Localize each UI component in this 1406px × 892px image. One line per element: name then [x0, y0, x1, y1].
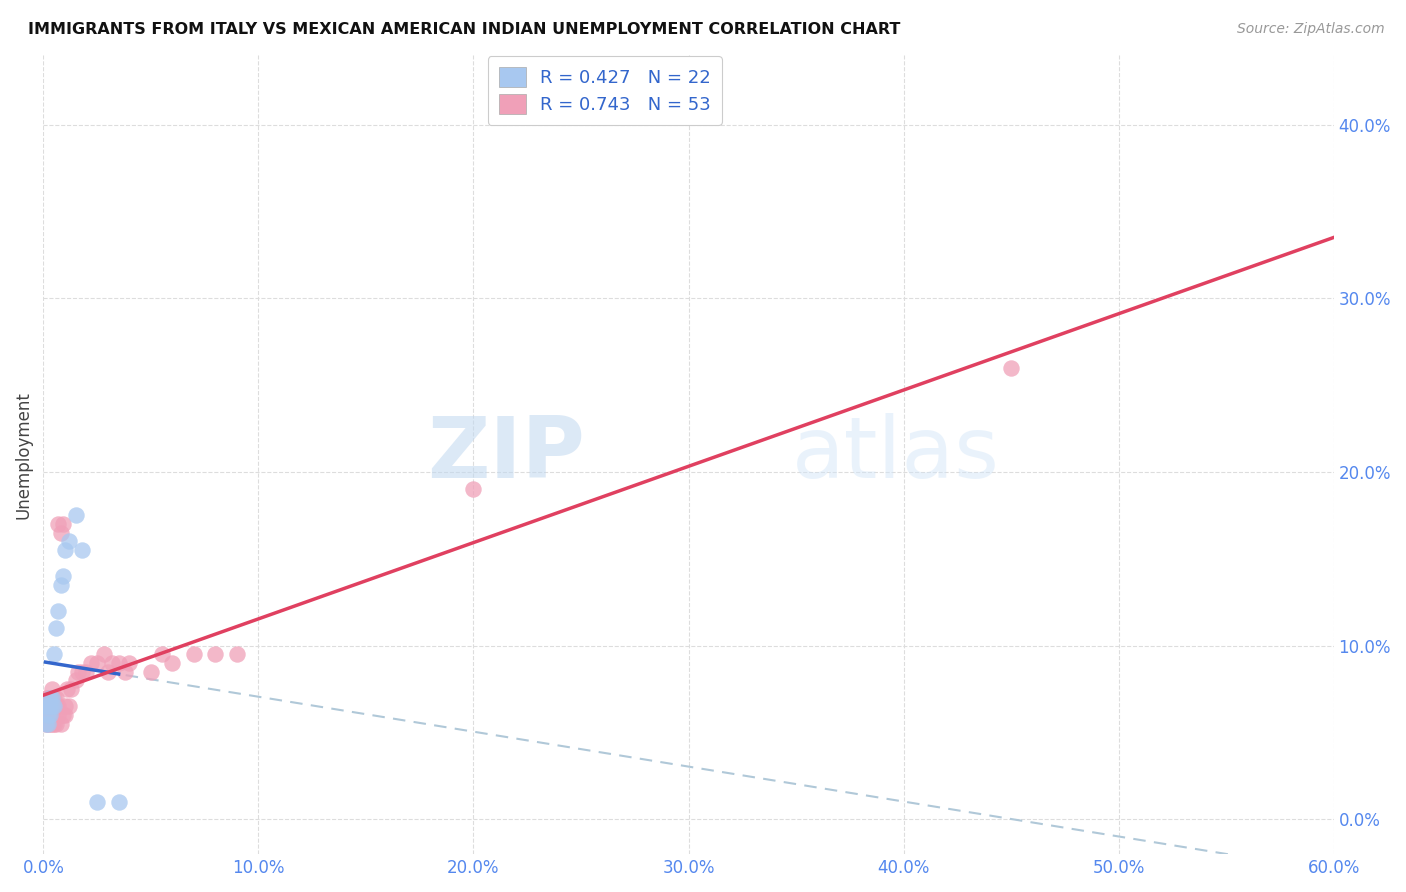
Legend: R = 0.427   N = 22, R = 0.743   N = 53: R = 0.427 N = 22, R = 0.743 N = 53: [488, 56, 721, 125]
Point: [38, 708, 60, 723]
Point: [162, 656, 184, 670]
Point: [45, 699, 67, 714]
Point: [60, 682, 83, 697]
Point: [38, 699, 60, 714]
Point: [52, 569, 75, 583]
Point: [86, 656, 108, 670]
Text: Source: ZipAtlas.com: Source: ZipAtlas.com: [1237, 22, 1385, 37]
Point: [44, 717, 66, 731]
Point: [37, 699, 59, 714]
Point: [41, 699, 63, 714]
Point: [45, 717, 67, 731]
Point: [37, 708, 59, 723]
Text: atlas: atlas: [792, 413, 1000, 496]
Point: [150, 648, 173, 662]
Point: [75, 665, 97, 679]
Point: [53, 708, 76, 723]
Point: [204, 648, 226, 662]
Point: [52, 517, 75, 532]
Point: [80, 656, 103, 670]
Point: [37, 717, 59, 731]
Point: [48, 708, 70, 723]
Point: [34, 699, 56, 714]
Point: [41, 690, 63, 705]
Point: [49, 578, 72, 592]
Point: [48, 517, 70, 532]
Point: [65, 673, 87, 688]
Point: [34, 717, 56, 731]
Point: [37, 699, 59, 714]
Text: IMMIGRANTS FROM ITALY VS MEXICAN AMERICAN INDIAN UNEMPLOYMENT CORRELATION CHART: IMMIGRANTS FROM ITALY VS MEXICAN AMERICA…: [28, 22, 900, 37]
Point: [41, 682, 63, 697]
Point: [44, 648, 66, 662]
Point: [53, 543, 76, 558]
Point: [44, 699, 66, 714]
Point: [183, 648, 205, 662]
Point: [37, 708, 59, 723]
Point: [38, 690, 60, 705]
Point: [58, 699, 80, 714]
Point: [38, 717, 60, 731]
Point: [93, 648, 115, 662]
Point: [107, 795, 129, 809]
Point: [70, 665, 93, 679]
Point: [53, 699, 76, 714]
Point: [34, 717, 56, 731]
Point: [114, 665, 136, 679]
Text: ZIP: ZIP: [427, 413, 585, 496]
Point: [41, 699, 63, 714]
Point: [34, 690, 56, 705]
Point: [58, 534, 80, 549]
Point: [38, 699, 60, 714]
Point: [41, 717, 63, 731]
Point: [34, 699, 56, 714]
Point: [37, 690, 59, 705]
Point: [86, 795, 108, 809]
Point: [97, 665, 120, 679]
Point: [226, 648, 249, 662]
Point: [44, 690, 66, 705]
Point: [38, 690, 60, 705]
Point: [65, 508, 87, 523]
Point: [45, 621, 67, 635]
Point: [118, 656, 141, 670]
Point: [49, 525, 72, 540]
Point: [44, 699, 66, 714]
Point: [48, 604, 70, 618]
Point: [48, 699, 70, 714]
Point: [101, 656, 124, 670]
Point: [38, 708, 60, 723]
Point: [52, 708, 75, 723]
Point: [463, 483, 485, 497]
Point: [45, 690, 67, 705]
Point: [107, 656, 129, 670]
Point: [139, 665, 162, 679]
Point: [49, 717, 72, 731]
Point: [70, 543, 93, 558]
Y-axis label: Unemployment: Unemployment: [15, 391, 32, 518]
Point: [37, 717, 59, 731]
Point: [41, 690, 63, 705]
Point: [66, 665, 89, 679]
Point: [56, 682, 79, 697]
Point: [1000, 360, 1022, 375]
